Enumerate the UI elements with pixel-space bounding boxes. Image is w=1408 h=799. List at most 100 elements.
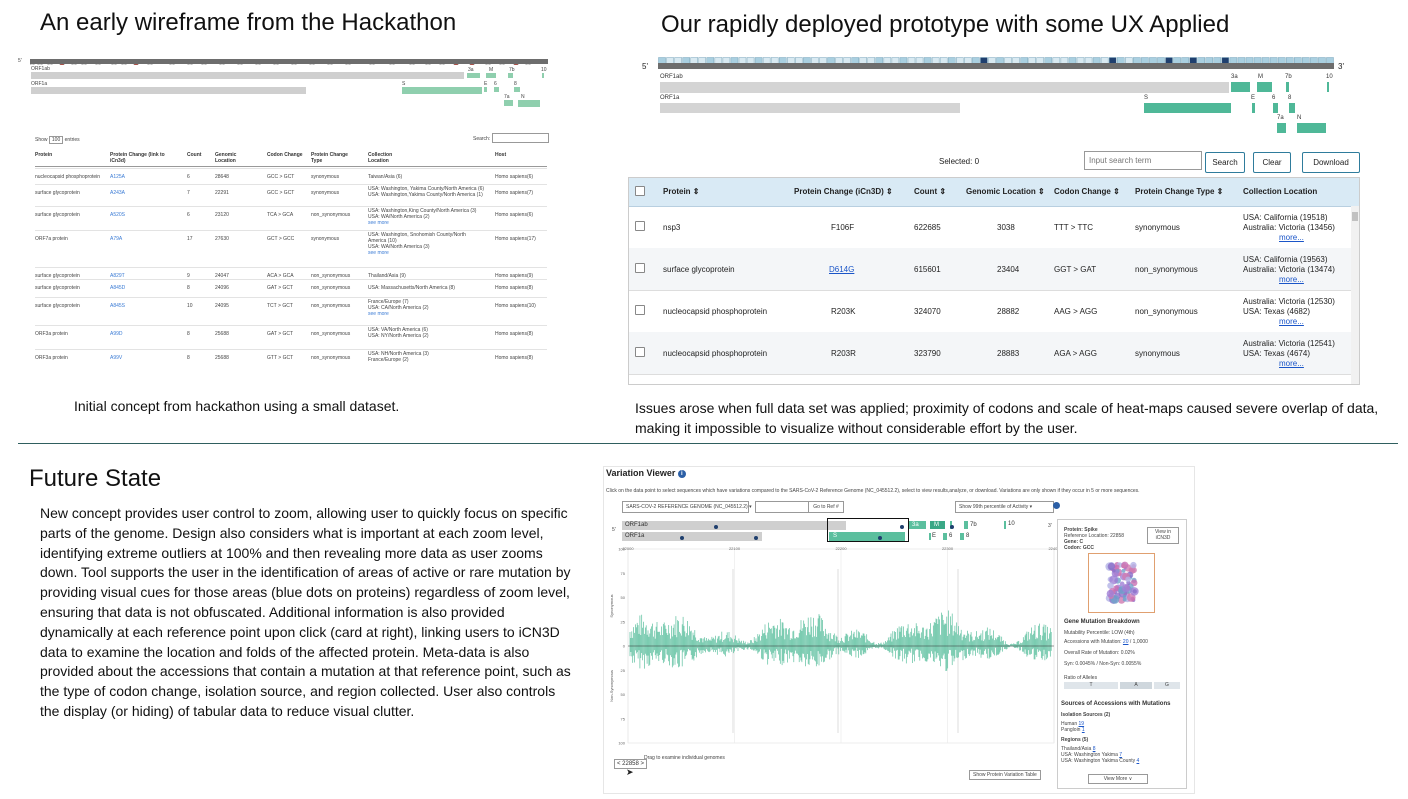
cell-more-link[interactable]: more...	[1279, 233, 1304, 242]
wireframe-col-header[interactable]: Genomic Location	[215, 152, 237, 164]
y-label-synonymous: Synonymous	[609, 594, 614, 617]
col-count[interactable]: Count ⇕	[914, 187, 947, 196]
accessions-link[interactable]: 20	[1122, 639, 1129, 645]
wireframe-cell-change[interactable]: A845D	[110, 285, 126, 291]
col-protein-change-type[interactable]: Protein Change Type ⇕	[1135, 187, 1224, 196]
viewer-gene-7b: 7b	[970, 522, 977, 528]
ref-number-input[interactable]	[755, 501, 809, 513]
wireframe-col-header[interactable]: Collection Location	[368, 152, 393, 164]
wireframe-cell-change[interactable]: A243A	[110, 190, 126, 196]
wireframe-cell-change[interactable]: A125A	[110, 174, 126, 180]
row-checkbox[interactable]	[635, 263, 645, 273]
info-icon[interactable]: i	[677, 469, 686, 478]
mutation-dot[interactable]	[878, 536, 882, 540]
viewer-e-bar[interactable]	[929, 533, 931, 540]
wireframe-search-input[interactable]	[492, 133, 549, 143]
select-all-checkbox[interactable]	[635, 186, 645, 196]
prototype-table-row[interactable]: surface glycoprotein D614G 615601 23404 GGT …	[629, 248, 1351, 291]
col-genomic-location[interactable]: Genomic Location ⇕	[966, 187, 1045, 196]
wireframe-cell-change[interactable]: A79A	[110, 236, 123, 242]
wireframe-col-header[interactable]: Protein Change Type	[311, 152, 348, 164]
viewer-7b-bar[interactable]	[964, 521, 968, 529]
wireframe-gene-3a: 3a	[468, 67, 474, 73]
prototype-6-bar	[1273, 103, 1278, 113]
mutation-dot[interactable]	[900, 525, 904, 529]
cell-protein-change: R203R	[831, 349, 856, 358]
wireframe-col-header[interactable]: Host	[495, 152, 507, 158]
cell-more-link[interactable]: more...	[1279, 317, 1304, 326]
mutation-dot[interactable]	[680, 536, 684, 540]
wireframe-cell-collection[interactable]: see more	[368, 250, 389, 256]
x-tick-label: 22400	[1048, 546, 1059, 551]
prototype-gene-7a: 7a	[1277, 115, 1284, 121]
isolation-pangolin-link[interactable]: 1	[1081, 727, 1085, 733]
cell-more-link[interactable]: more...	[1279, 359, 1304, 368]
col-codon-change[interactable]: Codon Change ⇕	[1054, 187, 1120, 196]
protein-structure-image[interactable]	[1088, 553, 1155, 613]
wireframe-cell-change[interactable]: A845S	[110, 303, 126, 309]
row-checkbox[interactable]	[635, 347, 645, 357]
cursor-icon: ➤	[626, 767, 634, 777]
wireframe-col-header[interactable]: Codon Change	[267, 152, 303, 158]
isolation-human-link[interactable]: 19	[1078, 721, 1085, 727]
cell-collection-1: Australia: Victoria (12541)	[1243, 339, 1335, 348]
row-checkbox[interactable]	[635, 221, 645, 231]
wireframe-cell-change[interactable]: A99V	[110, 355, 123, 361]
viewer-orf1ab-bar[interactable]	[622, 521, 846, 530]
mutation-chart[interactable]: 22000 22100 22200 22300 22400 100 75 50 25 0 25 50 7…	[604, 545, 1059, 783]
col-collection-location[interactable]: Collection Location	[1243, 187, 1318, 196]
prototype-table-scrollbar[interactable]	[1351, 206, 1359, 384]
position-stepper[interactable]: < 22858 >	[614, 759, 648, 769]
viewer-s-bar[interactable]	[829, 532, 905, 541]
wireframe-cell-location: 23120	[215, 212, 229, 218]
view-in-icn3d-button[interactable]: View in iCN3D	[1147, 527, 1179, 544]
activity-select[interactable]: Show 99th percentile of Activity ▾	[955, 501, 1054, 513]
wireframe-cell-collection: America (10)	[368, 238, 397, 244]
wireframe-cell-collection[interactable]: see more	[368, 311, 389, 317]
prototype-gene-m: M	[1258, 74, 1263, 80]
mutation-dot[interactable]	[754, 536, 758, 540]
genome-select[interactable]: SARS-COV-2 REFERENCE GENOME (NC_045512.2…	[622, 501, 752, 513]
prototype-search-input[interactable]	[1084, 151, 1202, 170]
cell-protein-change[interactable]: D614G	[829, 265, 855, 274]
prototype-table-row[interactable]: nucleocapsid phosphoprotein R203R 323790 28…	[629, 332, 1351, 375]
prototype-table-row[interactable]: nsp3 F106F 622685 3038 TTT > TTC synonymous US…	[629, 206, 1351, 249]
mutation-dot[interactable]	[950, 525, 954, 529]
search-button[interactable]: Search	[1205, 152, 1245, 173]
viewer-10-bar[interactable]	[1004, 521, 1006, 529]
region-thailand-link[interactable]: 8	[1092, 746, 1096, 752]
cell-more-link[interactable]: more...	[1279, 275, 1304, 284]
wireframe-col-header[interactable]: Count	[187, 152, 202, 158]
region-yakima-link[interactable]: 7	[1119, 752, 1123, 758]
prototype-table-row[interactable]: nucleocapsid phosphoprotein R203K 324070 28…	[629, 290, 1351, 333]
wireframe-cell-change[interactable]: A99D	[110, 331, 123, 337]
view-more-button[interactable]: View More ∨	[1088, 774, 1148, 784]
viewer-orf1a-bar[interactable]	[622, 532, 762, 541]
zoom-window[interactable]	[827, 518, 909, 542]
activity-info-icon[interactable]	[1053, 502, 1060, 509]
region-yakima-county-link[interactable]: 4	[1136, 758, 1140, 764]
prototype-heatmap	[658, 52, 1334, 65]
viewer-6-bar[interactable]	[943, 533, 947, 540]
download-button[interactable]: Download	[1302, 152, 1360, 173]
viewer-3a-bar[interactable]	[909, 521, 926, 529]
wireframe-cell-change[interactable]: A520S	[110, 212, 126, 218]
wireframe-entries-select[interactable]: 100	[48, 136, 64, 144]
wireframe-cell-collection[interactable]: see more	[368, 220, 389, 226]
card-ref-location: Reference Location: 22858	[1064, 533, 1125, 539]
wireframe-cell-host: Homo sapiens(6)	[495, 174, 534, 180]
col-protein-change[interactable]: Protein Change (iCn3D) ⇕	[794, 187, 893, 196]
viewer-m-bar[interactable]	[930, 521, 945, 529]
clear-button[interactable]: Clear	[1253, 152, 1291, 173]
goto-ref-button[interactable]: Go to Ref #	[808, 501, 844, 513]
wireframe-col-header[interactable]: Protein	[35, 152, 53, 158]
row-checkbox[interactable]	[635, 305, 645, 315]
wireframe-cell-change[interactable]: A829T	[110, 273, 125, 279]
show-table-button[interactable]: Show Protein Variation Table	[969, 770, 1041, 780]
chart-bars[interactable]	[629, 610, 1052, 672]
wireframe-col-header[interactable]: Protein Change (link to iCn3d)	[110, 152, 165, 164]
allele-ratio-bar: T A G	[1064, 682, 1180, 689]
col-protein[interactable]: Protein ⇕	[663, 187, 700, 196]
viewer-8-bar[interactable]	[960, 533, 964, 540]
mutation-dot[interactable]	[714, 525, 718, 529]
